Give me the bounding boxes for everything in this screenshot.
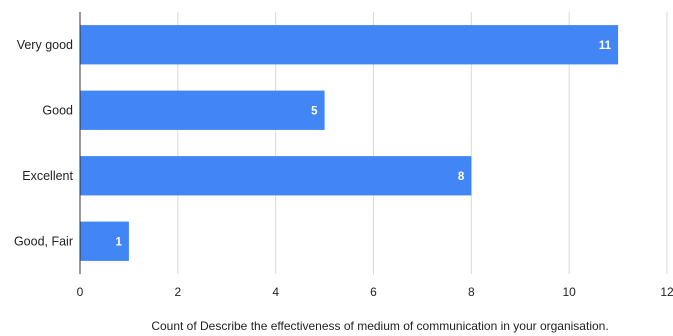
bar-value-label: 1 bbox=[116, 236, 123, 248]
x-axis-title: Count of Describe the effectiveness of m… bbox=[151, 319, 608, 333]
bars: 11 5 8 1 bbox=[80, 25, 619, 261]
bar bbox=[80, 221, 129, 261]
category-label: Very good bbox=[17, 38, 73, 52]
x-tick-label: 10 bbox=[562, 285, 576, 299]
bar-value-label: 8 bbox=[458, 171, 465, 183]
x-tick-label: 4 bbox=[272, 285, 279, 299]
category-label: Excellent bbox=[22, 169, 73, 183]
category-label: Good bbox=[42, 103, 73, 117]
x-tick-label: 0 bbox=[77, 285, 84, 299]
x-tick-label: 8 bbox=[468, 285, 475, 299]
bar-value-label: 11 bbox=[599, 40, 612, 52]
x-tick-labels: 0 2 4 6 8 10 12 bbox=[77, 285, 673, 299]
bar bbox=[80, 25, 619, 65]
bar-value-label: 5 bbox=[311, 105, 318, 117]
category-labels: Very good Good Excellent Good, Fair bbox=[14, 38, 74, 249]
bar bbox=[80, 156, 472, 196]
x-tick-label: 6 bbox=[370, 285, 377, 299]
x-tick-label: 12 bbox=[660, 285, 673, 299]
x-tick-label: 2 bbox=[174, 285, 181, 299]
category-label: Good, Fair bbox=[14, 234, 73, 248]
bar bbox=[80, 90, 325, 130]
